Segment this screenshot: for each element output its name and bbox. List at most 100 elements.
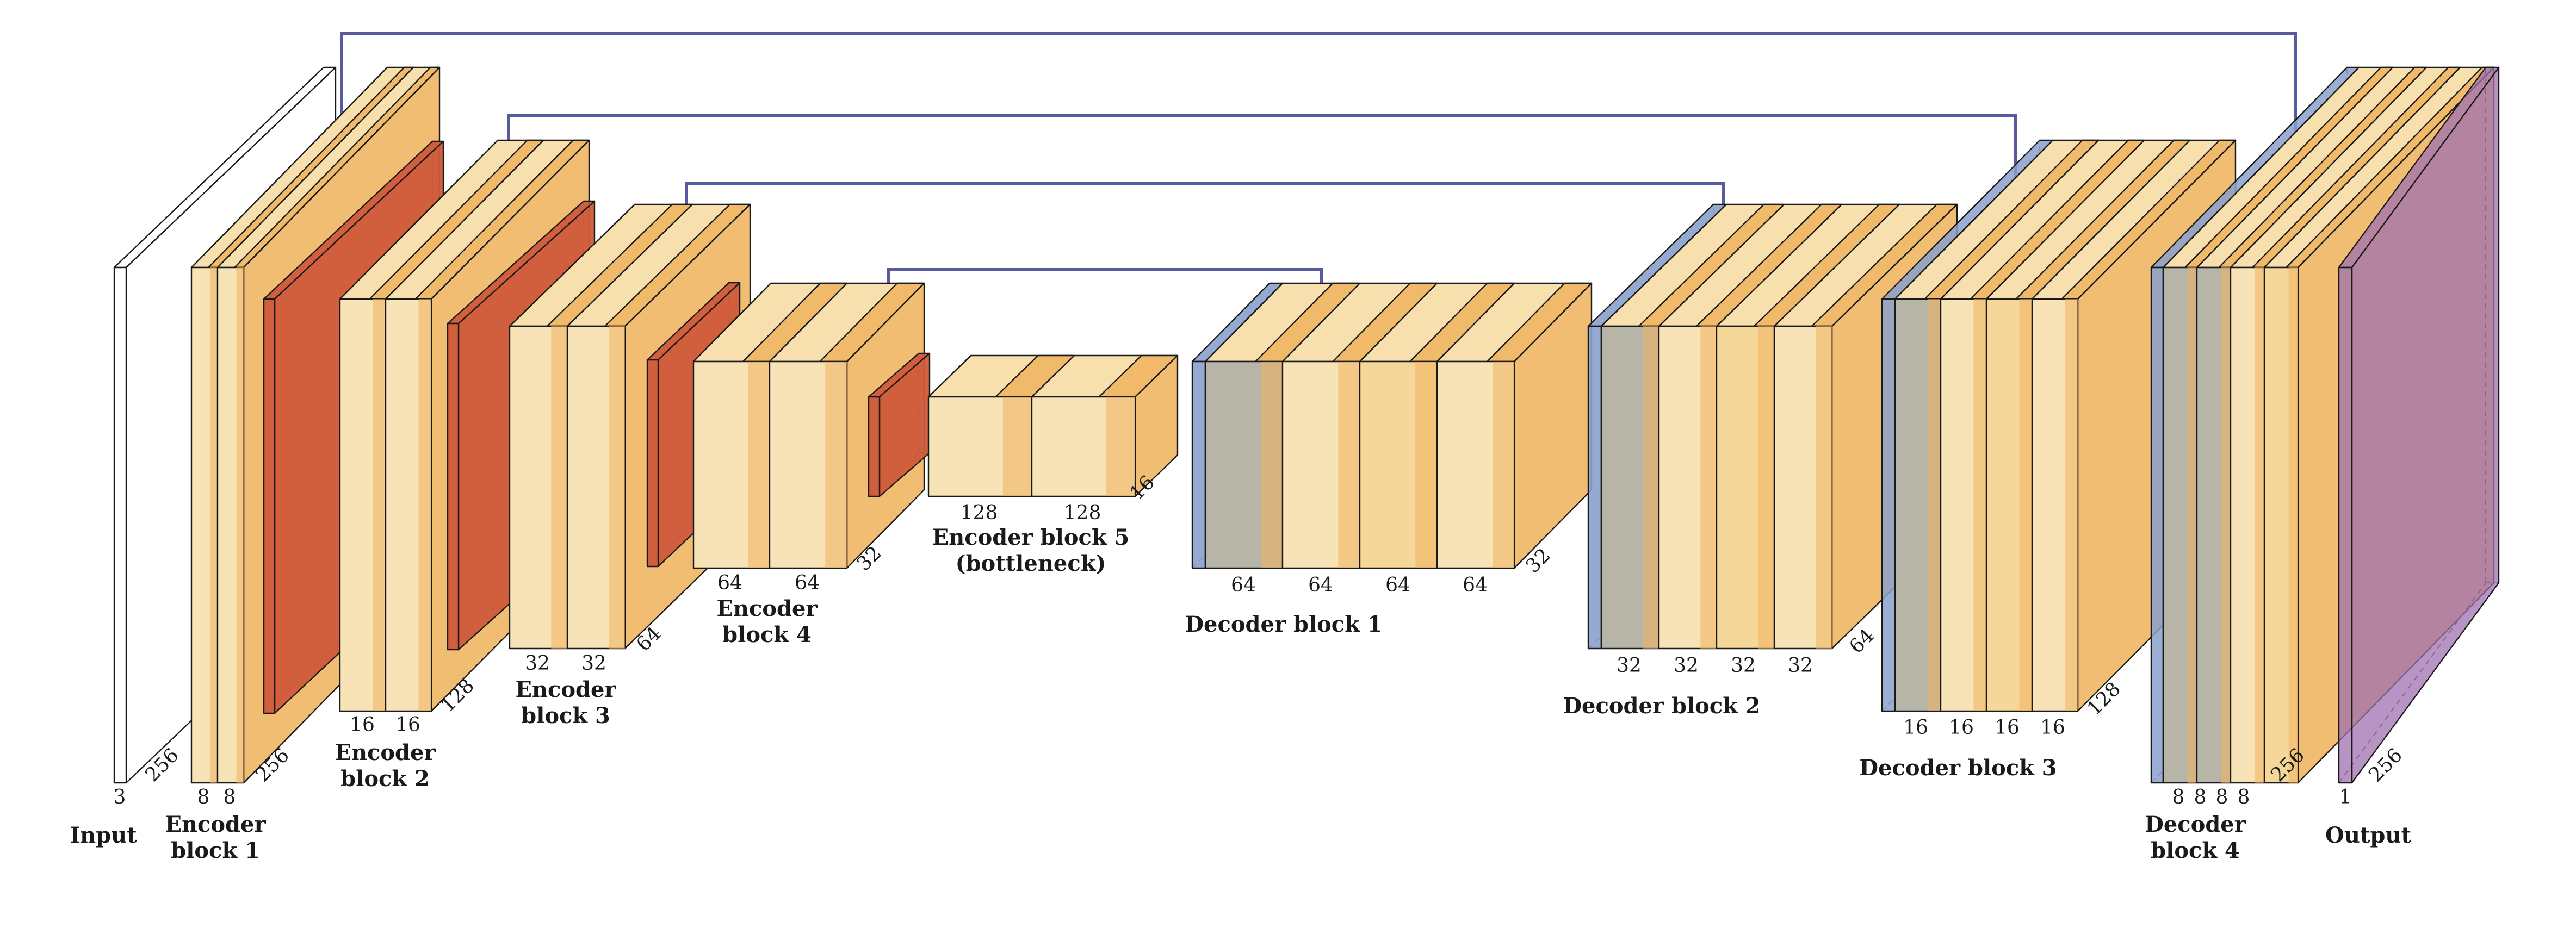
layer-band (1106, 397, 1135, 496)
depth-edge (1436, 283, 1515, 362)
depth-edge (191, 67, 388, 268)
dec2-channel-label: 32 (1674, 655, 1699, 677)
depth-edge (217, 67, 414, 268)
depth-edge (1031, 355, 1075, 397)
enc4-pool (868, 352, 931, 497)
layer-band (1643, 326, 1659, 649)
depth-edge (1986, 140, 2145, 300)
dec2-channel-label: 32 (1617, 655, 1642, 677)
dec1-label: Decoder block 1 (1185, 612, 1382, 637)
dec2-channel-label: 32 (1731, 655, 1756, 677)
dec1-channel-label: 64 (1231, 574, 1256, 596)
dec3-channel-label: 16 (1903, 717, 1928, 739)
dec3-label: Decoder block 3 (1859, 755, 2057, 781)
enc3-label: Encoder (515, 677, 616, 702)
enc3-channel-label: 32 (525, 652, 550, 675)
front-face (2150, 266, 2164, 784)
decoder-block-3 (1894, 139, 2237, 712)
front-face (1587, 325, 1602, 650)
depth-edge (2264, 67, 2461, 268)
layer-band (609, 326, 625, 649)
dec4-channel-label: 8 (2238, 786, 2250, 808)
dec2-channel-label: 32 (1788, 655, 1813, 677)
depth-edge (1774, 204, 1900, 327)
dec4-channel-label: 8 (2194, 786, 2207, 808)
depth-edge (1894, 140, 2053, 300)
enc1-channel-label: 8 (197, 786, 210, 808)
depth-edge (1658, 204, 1785, 327)
network-blocks (113, 66, 2500, 784)
layer-band (1415, 362, 1437, 568)
depth-edge (1601, 204, 1727, 327)
layer-band (2288, 267, 2298, 783)
enc1-label: Encoder (165, 812, 266, 837)
layer-band (210, 267, 218, 783)
layer-band (551, 326, 567, 649)
front-face (447, 322, 460, 651)
depth-edge (2077, 140, 2236, 300)
layer-band (2019, 299, 2032, 711)
output-label: Output (2325, 823, 2411, 848)
skip-connection (340, 32, 2297, 171)
dec4-label: Decoder (2145, 812, 2246, 837)
depth-edge (1831, 204, 1958, 327)
enc3-channel-label: 32 (581, 652, 606, 675)
enc1-label: block 1 (171, 838, 260, 863)
layer-band (1816, 326, 1832, 649)
enc5-channel-label: 128 (1064, 502, 1101, 524)
depth-edge (509, 204, 635, 327)
output-slab (2338, 66, 2500, 784)
layer-band (1928, 299, 1941, 711)
skip-connection (507, 114, 2017, 215)
layer-band (1700, 326, 1717, 649)
depth-edge (243, 67, 440, 268)
encoder-block-4 (692, 282, 925, 569)
layer-band (748, 362, 770, 568)
depth-edge (2163, 67, 2360, 268)
enc1-channel-label: 8 (224, 786, 236, 808)
depth-edge (567, 204, 693, 327)
front-face (1881, 298, 1896, 712)
front-face (113, 266, 127, 784)
enc4-label: Encoder (716, 596, 818, 621)
skip-connection (685, 182, 1725, 245)
depth-edge (2196, 67, 2393, 268)
depth-edge (1135, 355, 1178, 397)
encoder-block-5 (927, 354, 1179, 497)
layer-band (2187, 267, 2197, 783)
depth-edge (385, 140, 544, 300)
enc2-label: block 2 (340, 766, 430, 792)
depth-edge (1359, 283, 1438, 362)
depth-edge (624, 204, 751, 327)
layer-band (1261, 362, 1283, 568)
decoder-block-2 (1600, 203, 1958, 650)
dec4-channel-label: 8 (2216, 786, 2228, 808)
layer-band (373, 299, 386, 711)
layer-band (1002, 397, 1032, 496)
dec4-label: block 4 (2151, 838, 2240, 863)
dimension-and-block-labels: 3 256 Input 8 8 256 Encoder block 1 16 1… (70, 471, 2411, 863)
depth-edge (846, 283, 925, 362)
depth-edge (1716, 204, 1842, 327)
layer-band (418, 299, 431, 711)
layer-band (825, 362, 847, 568)
enc5-label: (bottleneck) (956, 551, 1106, 576)
enc4-channel-label: 64 (717, 572, 742, 594)
enc4-label: block 4 (722, 622, 812, 647)
enc5-label: Encoder block 5 (932, 525, 1130, 550)
layer-band (1758, 326, 1774, 649)
layer-band (1973, 299, 1986, 711)
depth-edge (1282, 283, 1360, 362)
depth-edge (339, 140, 498, 300)
output-channel-label: 1 (2339, 786, 2352, 808)
depth-edge (2230, 67, 2427, 268)
depth-edge (431, 140, 590, 300)
front-face (263, 298, 276, 714)
enc5-channel-label: 128 (961, 502, 998, 524)
front-face (646, 359, 659, 568)
depth-edge (769, 283, 847, 362)
enc2-label: Encoder (335, 740, 436, 765)
dec3-channel-label: 16 (1995, 717, 2020, 739)
dec1-channel-label: 64 (1463, 574, 1488, 596)
